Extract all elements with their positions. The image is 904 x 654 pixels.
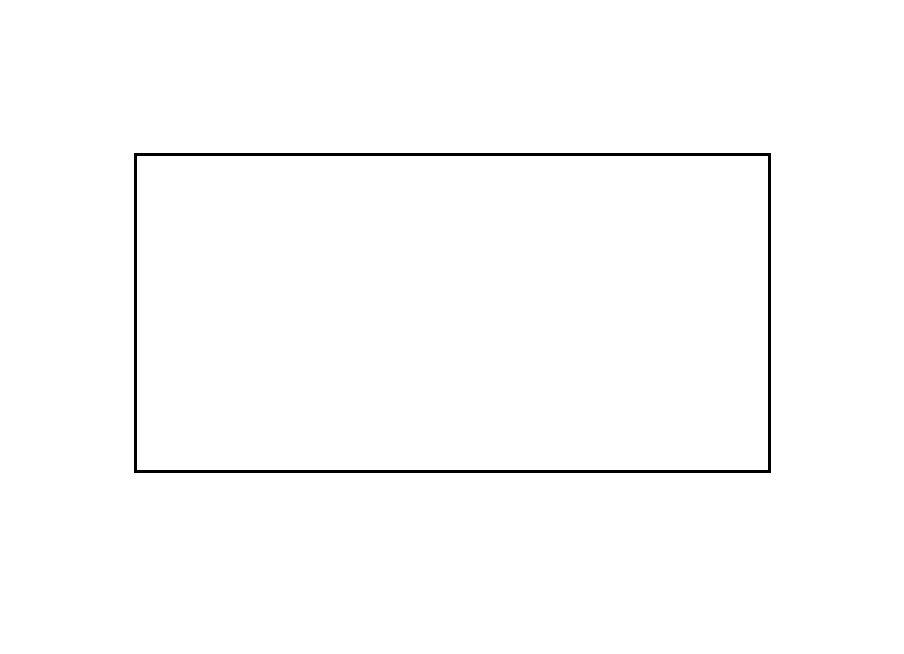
plot-frame (134, 153, 771, 473)
contour-field-canvas (137, 156, 768, 470)
colorbar (775, 198, 825, 510)
